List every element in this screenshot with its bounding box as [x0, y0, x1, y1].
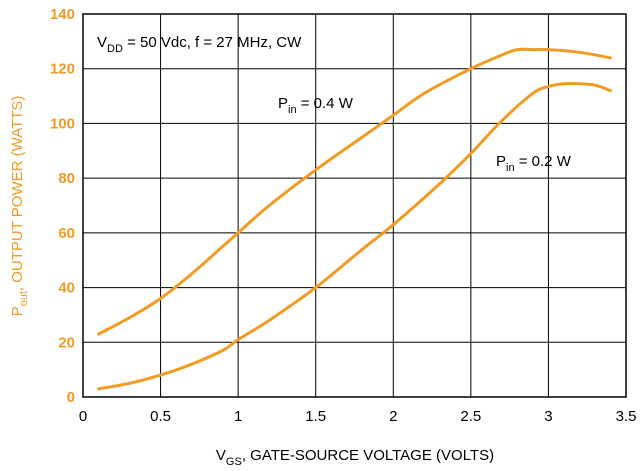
tick-layer: 0 0.5 1 1.5 2 2.5 3 3.5 0 20 40 60 80 100 120 140: [50, 6, 636, 425]
x-tick-label: 0.5: [150, 408, 171, 425]
x-tick-label: 1: [234, 408, 242, 425]
y-axis-label: Pout, OUTPUT POWER (WATTS): [9, 96, 30, 317]
y-tick-label: 40: [58, 280, 75, 297]
grid-layer: [83, 14, 626, 397]
curve-pin-0-4w: [97, 47, 612, 336]
series-label-pin-0-4w: Pin = 0.4 W: [278, 95, 354, 116]
y-tick-label: 100: [50, 115, 75, 132]
x-tick-label: 0: [79, 408, 87, 425]
x-axis-label: VGS, GATE-SOURCE VOLTAGE (VOLTS): [216, 447, 494, 468]
x-tick-label: 2.5: [460, 408, 481, 425]
y-tick-label: 0: [67, 389, 75, 406]
y-tick-label: 60: [58, 225, 75, 242]
x-tick-label: 1.5: [305, 408, 326, 425]
x-tick-label: 3.5: [616, 408, 637, 425]
y-tick-label: 140: [50, 6, 75, 23]
y-tick-label: 20: [58, 334, 75, 351]
curve-pin-0-2w: [97, 82, 612, 391]
test-conditions-annotation: VDD = 50 Vdc, f = 27 MHz, CW: [97, 34, 302, 55]
x-tick-label: 2: [389, 408, 397, 425]
series-label-pin-0-2w: Pin = 0.2 W: [496, 153, 572, 174]
x-tick-label: 3: [544, 408, 552, 425]
y-tick-label: 120: [50, 61, 75, 78]
curve-layer: [97, 47, 612, 391]
y-tick-label: 80: [58, 170, 75, 187]
plot-frame: [82, 13, 627, 398]
